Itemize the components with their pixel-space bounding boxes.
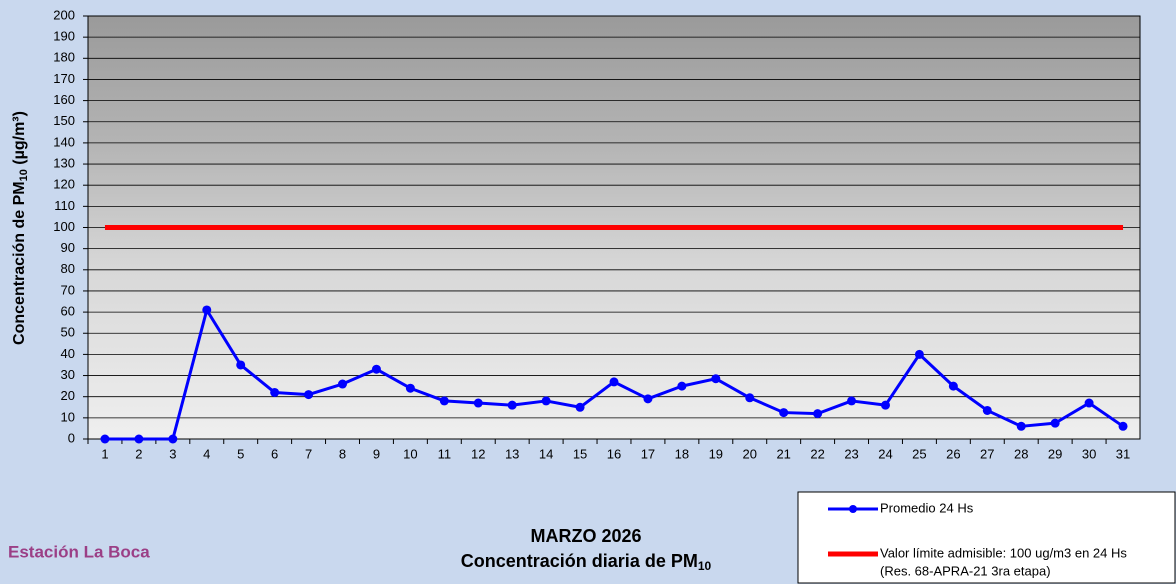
y-tick-label: 90 [61,240,75,255]
data-point [406,384,415,393]
x-tick-label: 10 [403,446,417,461]
y-tick-label: 10 [61,409,75,424]
data-point [236,360,245,369]
x-tick-label: 16 [607,446,621,461]
x-tick-label: 17 [641,446,655,461]
legend-label: Promedio 24 Hs [880,500,974,515]
data-point [440,396,449,405]
data-point [949,382,958,391]
x-tick-label: 11 [438,446,452,461]
x-tick-label: 14 [539,446,553,461]
y-tick-label: 130 [53,155,75,170]
x-tick-label: 24 [878,446,892,461]
y-tick-label: 20 [61,388,75,403]
data-point [847,396,856,405]
x-tick-label: 15 [573,446,587,461]
x-tick-label: 29 [1048,446,1062,461]
data-point [304,390,313,399]
chart-subtitle: Concentración diaria de PM10 [461,551,712,573]
x-tick-label: 23 [844,446,858,461]
x-tick-label: 30 [1082,446,1096,461]
x-tick-label: 12 [471,446,485,461]
y-tick-label: 70 [61,282,75,297]
x-tick-label: 25 [912,446,926,461]
x-tick-label: 8 [339,446,346,461]
y-tick-label: 200 [53,7,75,22]
x-tick-label: 3 [169,446,176,461]
y-tick-label: 180 [53,50,75,65]
x-tick-label: 13 [505,446,519,461]
y-tick-label: 80 [61,261,75,276]
data-point [643,394,652,403]
data-point [134,435,143,444]
x-tick-label: 21 [776,446,790,461]
y-tick-label: 150 [53,113,75,128]
data-point [168,435,177,444]
x-tick-label: 9 [373,446,380,461]
y-tick-label: 110 [54,198,75,213]
y-tick-label: 190 [53,29,75,44]
x-tick-label: 1 [101,446,108,461]
data-point [881,401,890,410]
data-point [1051,419,1060,428]
y-tick-label: 100 [53,219,75,234]
y-tick-label: 30 [61,367,75,382]
data-point [779,408,788,417]
y-tick-label: 60 [61,304,75,319]
x-tick-label: 19 [709,446,723,461]
x-tick-label: 4 [203,446,210,461]
chart: Concentración de PM10 (µg/m³) MARZO 2026… [0,0,1176,584]
y-tick-label: 0 [68,430,75,445]
y-tick-label: 50 [61,325,75,340]
data-point [270,388,279,397]
data-point [677,382,686,391]
data-point [745,393,754,402]
data-point [711,374,720,383]
data-point [1085,399,1094,408]
legend-label: Valor límite admisible: 100 ug/m3 en 24 … [880,545,1127,560]
data-point [338,380,347,389]
x-tick-label: 27 [980,446,994,461]
legend-note: (Res. 68-APRA-21 3ra etapa) [880,563,1051,578]
x-tick-label: 7 [305,446,312,461]
data-point [1119,422,1128,431]
data-point [576,403,585,412]
legend-marker [849,505,857,513]
x-tick-label: 18 [675,446,689,461]
x-tick-label: 31 [1116,446,1130,461]
data-point [983,406,992,415]
y-tick-label: 170 [53,71,75,86]
data-point [372,365,381,374]
x-tick-label: 26 [946,446,960,461]
data-point [474,399,483,408]
data-point [202,305,211,314]
station-label: Estación La Boca [8,542,150,561]
x-tick-label: 6 [271,446,278,461]
data-point [813,409,822,418]
data-point [915,350,924,359]
y-tick-label: 160 [53,92,75,107]
y-tick-label: 40 [61,346,75,361]
x-tick-label: 28 [1014,446,1028,461]
x-tick-label: 5 [237,446,244,461]
chart-title: MARZO 2026 [530,526,641,546]
data-point [542,396,551,405]
data-point [610,377,619,386]
x-tick-label: 20 [743,446,757,461]
data-point [100,435,109,444]
y-tick-label: 140 [53,134,75,149]
x-tick-label: 2 [135,446,142,461]
data-point [1017,422,1026,431]
data-point [508,401,517,410]
y-axis-label: Concentración de PM10 (µg/m³) [11,111,30,345]
x-tick-label: 22 [810,446,824,461]
y-tick-label: 120 [53,177,75,192]
